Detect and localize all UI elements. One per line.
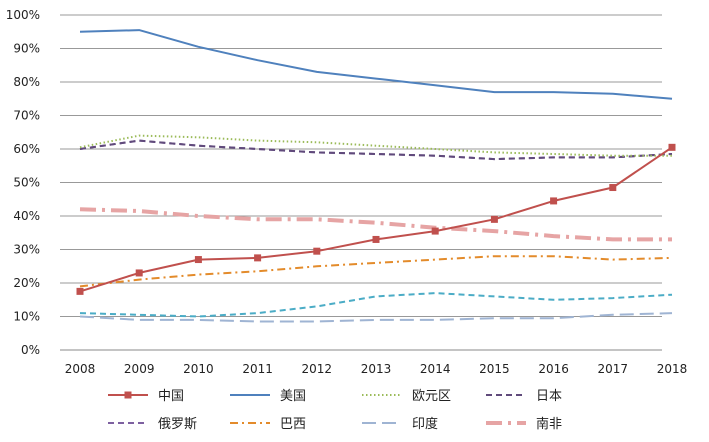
x-tick-label: 2014: [420, 362, 451, 376]
data-point: [372, 235, 380, 243]
legend-item: 印度: [362, 416, 438, 432]
legend-item: 欧元区: [362, 389, 451, 404]
y-tick-label: 0%: [21, 343, 40, 357]
legend-label: 日本: [536, 389, 562, 404]
legend-label: 中国: [158, 389, 184, 404]
legend-item: 南非: [486, 416, 562, 432]
y-tick-label: 90%: [13, 42, 40, 56]
series-line: [79, 139, 673, 161]
grid-layer: [60, 14, 662, 351]
x-axis: 2008 2009 2010 2011 2012 2013 2014 2015 2016 2017…: [65, 362, 688, 376]
legend-item: 巴西: [230, 417, 306, 432]
legend-label: 南非: [536, 416, 562, 432]
y-axis: 0% 10% 20% 30% 40% 50% 60% 70% 80% 90% 100%: [6, 8, 40, 357]
series-line: [79, 134, 672, 157]
data-point: [254, 254, 262, 262]
series-line: [79, 139, 673, 161]
y-tick-label: 20%: [13, 276, 40, 290]
y-tick-label: 80%: [13, 75, 40, 89]
x-tick-label: 2018: [657, 362, 688, 376]
x-tick-label: 2010: [183, 362, 214, 376]
series-5: [79, 139, 673, 161]
x-tick-label: 2011: [242, 362, 273, 376]
data-point: [490, 215, 498, 223]
series-line: [79, 255, 673, 288]
legend-label: 巴西: [280, 417, 306, 432]
legend-item: 俄罗斯: [108, 417, 197, 432]
data-point: [609, 184, 617, 192]
series-layer: [76, 29, 676, 323]
series-line: [79, 292, 673, 318]
series-line: [79, 146, 673, 293]
y-tick-label: 40%: [13, 209, 40, 223]
x-tick-label: 2015: [479, 362, 510, 376]
data-point: [668, 143, 676, 151]
data-point: [76, 287, 84, 295]
series-2: [79, 29, 673, 100]
x-tick-label: 2017: [598, 362, 629, 376]
legend-item: 日本: [486, 389, 562, 404]
data-point: [135, 269, 143, 277]
series-line: [79, 312, 673, 323]
legend-item: 美国: [230, 389, 306, 404]
series-1: [76, 143, 676, 295]
legend-item: 中国: [108, 389, 184, 404]
y-tick-label: 50%: [13, 176, 40, 190]
x-tick-label: 2013: [361, 362, 392, 376]
y-tick-label: 70%: [13, 109, 40, 123]
y-tick-label: 60%: [13, 142, 40, 156]
x-tick-label: 2016: [538, 362, 569, 376]
data-point: [431, 227, 439, 235]
y-tick-label: 30%: [13, 243, 40, 257]
series-7: [79, 312, 673, 323]
series-4: [79, 139, 673, 161]
x-tick-label: 2008: [65, 362, 96, 376]
x-tick-label: 2012: [302, 362, 333, 376]
series-3: [79, 134, 672, 157]
x-tick-label: 2009: [124, 362, 155, 376]
data-point: [550, 197, 558, 205]
series-line: [79, 207, 672, 242]
series-6: [79, 255, 673, 288]
legend-marker: [124, 391, 132, 399]
data-point: [194, 256, 202, 264]
series-9: [79, 292, 673, 318]
y-tick-label: 100%: [6, 8, 40, 22]
legend-label: 俄罗斯: [158, 417, 197, 432]
legend-label: 美国: [280, 389, 306, 404]
series-8: [79, 207, 672, 242]
data-point: [313, 247, 321, 255]
y-tick-label: 10%: [13, 310, 40, 324]
legend-label: 欧元区: [412, 389, 451, 404]
series-line: [79, 29, 673, 100]
legend-label: 印度: [412, 416, 438, 432]
